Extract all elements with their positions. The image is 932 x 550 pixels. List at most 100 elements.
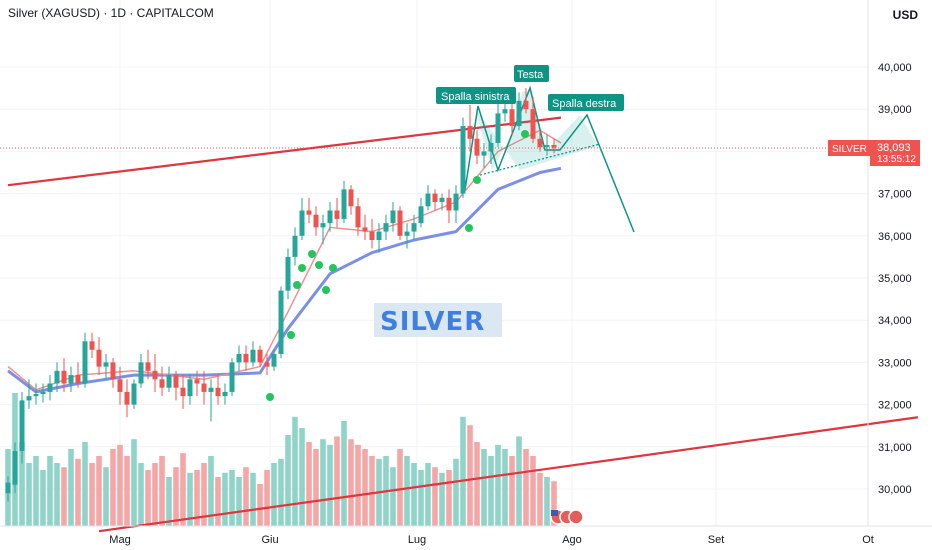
- candle-body: [523, 100, 529, 110]
- candle-body: [250, 349, 256, 363]
- time-tick-label: Lug: [408, 534, 426, 546]
- volume-bar: [215, 477, 221, 526]
- time-tick-label: Mag: [109, 534, 130, 546]
- candle-body: [348, 189, 354, 207]
- symbol-tag: [828, 140, 870, 156]
- candle-body: [453, 193, 459, 211]
- volume-bar: [299, 428, 305, 526]
- volume-bar: [313, 449, 319, 526]
- volume-bar: [264, 470, 270, 526]
- candle-body: [537, 138, 543, 148]
- volume-bar: [551, 481, 557, 526]
- volume-bar: [68, 449, 74, 526]
- candle-body: [187, 379, 193, 397]
- signal-dot: [329, 264, 337, 272]
- candle-body: [89, 341, 95, 350]
- candle-body: [544, 145, 550, 148]
- annotation-head: Testa: [517, 69, 544, 81]
- candle-body: [271, 353, 277, 367]
- currency-label[interactable]: USD: [892, 8, 918, 22]
- candle-body: [404, 231, 410, 236]
- flag-icons[interactable]: [550, 509, 584, 525]
- candle-body: [292, 235, 298, 257]
- signal-markers: [266, 130, 529, 401]
- moving-averages: [7, 129, 562, 394]
- candle-body: [131, 383, 137, 405]
- time-tick-label: Giu: [261, 534, 278, 546]
- time-tick-label: Set: [708, 534, 725, 546]
- volume-bar: [159, 456, 165, 526]
- candle-body: [257, 349, 263, 363]
- candle-body: [208, 387, 214, 392]
- candle-body: [236, 353, 242, 363]
- candle-body: [264, 362, 270, 367]
- price-tag: [870, 140, 920, 166]
- volume-bar: [278, 458, 284, 526]
- candle-body: [110, 362, 116, 380]
- candle-body: [369, 231, 375, 241]
- candle-body: [313, 214, 319, 228]
- annotation-left-shoulder-box[interactable]: [436, 87, 516, 104]
- candle-body: [152, 370, 158, 380]
- price-tick-label: 35,000: [878, 273, 912, 285]
- volume-bar: [320, 439, 326, 526]
- volume-bar: [502, 449, 508, 526]
- signal-dot: [521, 130, 529, 138]
- candle-body: [390, 210, 396, 224]
- annotation-right-shoulder-box[interactable]: [548, 94, 624, 111]
- candle-body: [26, 396, 32, 401]
- candle-body: [96, 349, 102, 367]
- price-tick-label: 40,000: [878, 62, 912, 74]
- candle-body: [124, 391, 130, 405]
- volume-bar: [166, 477, 172, 526]
- price-tag-value: 38,093: [877, 142, 911, 154]
- volume-bar: [509, 456, 515, 526]
- candle-body: [418, 206, 424, 224]
- chart-title[interactable]: Silver (XAGUSD) · 1D · CAPITALCOM: [8, 6, 214, 20]
- candle-body: [397, 210, 403, 236]
- volume-bar: [488, 456, 494, 526]
- price-tick-label: 30,000: [878, 484, 912, 496]
- candle-body: [488, 142, 494, 152]
- signal-dot: [315, 261, 323, 269]
- volume-bar: [523, 449, 529, 526]
- volume-bar: [285, 435, 291, 526]
- volume-bar: [222, 472, 228, 526]
- volume-bar: [33, 456, 39, 526]
- volume-bar: [495, 444, 501, 526]
- volume-bar: [173, 467, 179, 526]
- volume-bar: [425, 463, 431, 526]
- price-tick-label: 32,000: [878, 400, 912, 412]
- candle-body: [432, 193, 438, 203]
- annotation-head-box[interactable]: [514, 65, 549, 82]
- time-tick-label: Ot: [862, 534, 874, 546]
- candle-body: [138, 362, 144, 384]
- volume-bar: [271, 463, 277, 526]
- candle-body: [82, 341, 88, 384]
- signal-dot: [473, 176, 481, 184]
- volume-bar: [327, 444, 333, 526]
- candle-body: [502, 109, 508, 114]
- candle-body: [75, 375, 81, 384]
- volume-bar: [124, 456, 130, 526]
- flag-canton: [551, 510, 558, 516]
- volume-bar: [306, 442, 312, 526]
- volume-bar: [467, 425, 473, 526]
- candle-body: [5, 482, 11, 494]
- price-axis-labels: 30,000 31,000 32,000 33,000 34,000 35,000 36,0…: [878, 62, 912, 496]
- candle-body: [201, 383, 207, 392]
- neckline: [479, 143, 601, 176]
- ma-red-line: [7, 129, 562, 391]
- candle-body: [285, 256, 291, 291]
- volume-bar: [474, 442, 480, 526]
- candle-body: [355, 206, 361, 228]
- price-tick-label: 36,000: [878, 231, 912, 243]
- volume-bar: [544, 477, 550, 526]
- price-tick-label: 39,000: [878, 104, 912, 116]
- volume-bar: [54, 463, 60, 526]
- volume-bar: [355, 444, 361, 526]
- volume-bar: [201, 463, 207, 526]
- volume-bar: [418, 470, 424, 526]
- volume-bar: [117, 444, 123, 526]
